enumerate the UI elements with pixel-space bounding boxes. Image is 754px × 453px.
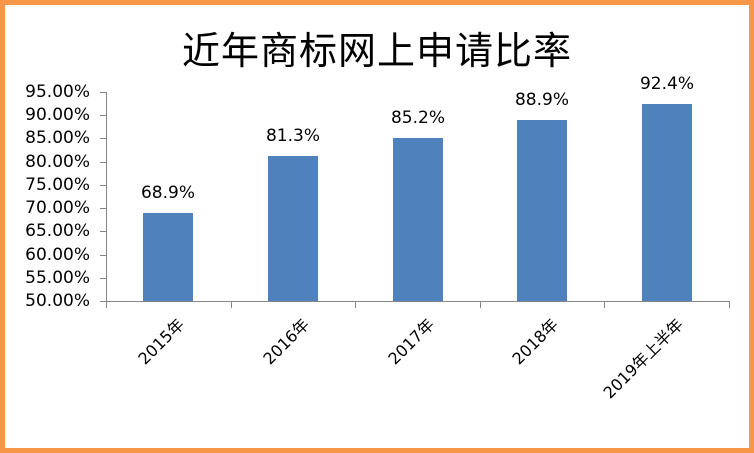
bar bbox=[268, 156, 318, 301]
y-tick bbox=[100, 162, 106, 163]
chart-title: 近年商标网上申请比率 bbox=[181, 29, 572, 73]
y-tick-label: 55.00% bbox=[25, 268, 90, 288]
bar bbox=[393, 138, 443, 301]
x-tick bbox=[604, 301, 605, 308]
bar bbox=[517, 120, 567, 301]
y-tick-label: 60.00% bbox=[25, 245, 90, 265]
y-tick-label: 85.00% bbox=[25, 128, 90, 148]
y-tick bbox=[100, 92, 106, 93]
y-tick bbox=[100, 231, 106, 232]
y-tick-label: 50.00% bbox=[25, 291, 90, 311]
data-label: 81.3% bbox=[265, 126, 320, 146]
x-tick bbox=[231, 301, 232, 308]
bar bbox=[143, 213, 193, 301]
y-tick bbox=[100, 138, 106, 139]
y-tick bbox=[100, 185, 106, 186]
y-tick-label: 75.00% bbox=[25, 175, 90, 195]
y-tick bbox=[100, 301, 106, 302]
x-tick bbox=[355, 301, 356, 308]
bar bbox=[642, 104, 692, 301]
data-label: 85.2% bbox=[390, 108, 445, 128]
y-tick-label: 80.00% bbox=[25, 152, 90, 172]
y-tick bbox=[100, 278, 106, 279]
x-tick bbox=[480, 301, 481, 308]
y-axis bbox=[106, 92, 107, 302]
y-tick bbox=[100, 115, 106, 116]
y-tick bbox=[100, 255, 106, 256]
x-tick bbox=[729, 301, 730, 308]
y-tick bbox=[100, 208, 106, 209]
y-tick-label: 65.00% bbox=[25, 221, 90, 241]
y-tick-label: 90.00% bbox=[25, 105, 90, 125]
data-label: 68.9% bbox=[140, 183, 195, 203]
data-label: 88.9% bbox=[514, 90, 569, 110]
y-tick-label: 70.00% bbox=[25, 198, 90, 218]
data-label: 92.4% bbox=[639, 74, 694, 94]
y-tick-label: 95.00% bbox=[25, 82, 90, 102]
x-tick bbox=[106, 301, 107, 308]
x-axis bbox=[100, 301, 730, 302]
